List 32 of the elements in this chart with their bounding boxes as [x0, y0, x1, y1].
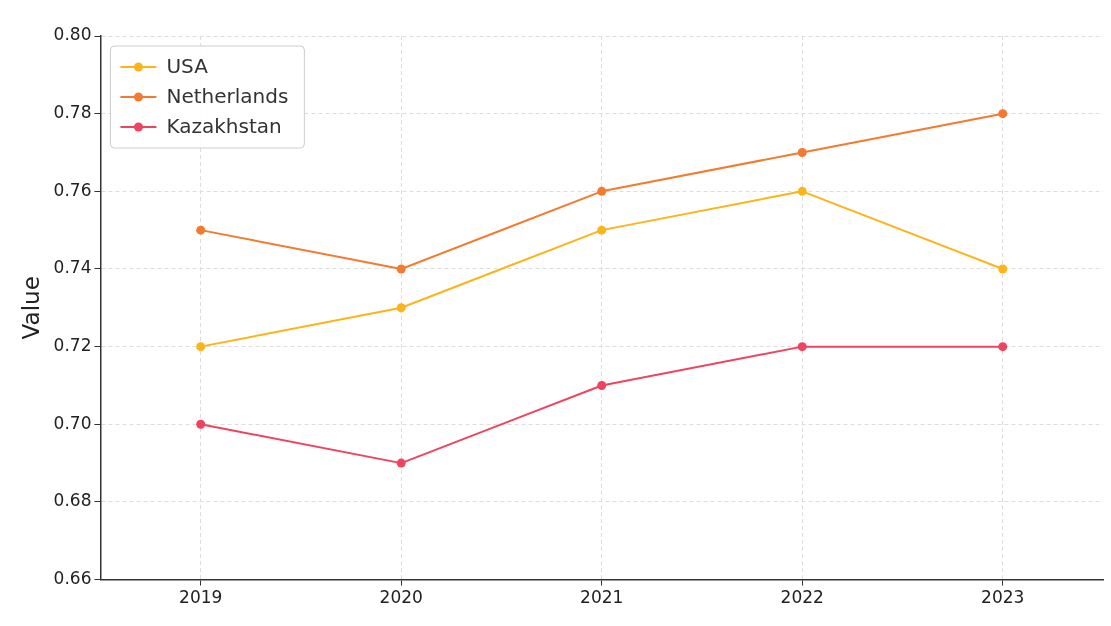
point — [597, 380, 607, 390]
point — [797, 147, 807, 157]
point — [396, 458, 406, 468]
x-tick-label: 2022 — [780, 587, 824, 608]
y-tick-label: 0.74 — [53, 257, 92, 278]
point — [196, 225, 206, 235]
point — [797, 186, 807, 196]
point — [998, 264, 1008, 274]
point — [998, 109, 1008, 119]
legend-label: Netherlands — [166, 84, 289, 109]
x-tick-label: 2020 — [379, 587, 423, 608]
point — [196, 342, 206, 352]
x-tick-label: 2023 — [981, 587, 1025, 608]
point — [597, 225, 607, 235]
y-tick-label: 0.68 — [53, 490, 92, 511]
point — [396, 264, 406, 274]
y-tick-label: 0.78 — [53, 102, 92, 123]
y-tick-label: 0.66 — [53, 568, 92, 589]
point — [196, 419, 206, 429]
x-tick-label: 2021 — [580, 587, 624, 608]
point — [597, 186, 607, 196]
x-tick-label: 2019 — [179, 587, 223, 608]
point — [998, 342, 1008, 352]
legend-label: Kazakhstan — [166, 114, 282, 139]
y-axis-title: Value — [17, 276, 44, 340]
y-tick-label: 0.80 — [53, 24, 92, 45]
legend-label: USA — [166, 54, 209, 79]
y-tick-label: 0.72 — [53, 335, 92, 356]
y-tick-label: 0.76 — [53, 179, 92, 200]
y-tick-label: 0.70 — [53, 412, 92, 433]
point — [797, 342, 807, 352]
point — [396, 303, 406, 313]
